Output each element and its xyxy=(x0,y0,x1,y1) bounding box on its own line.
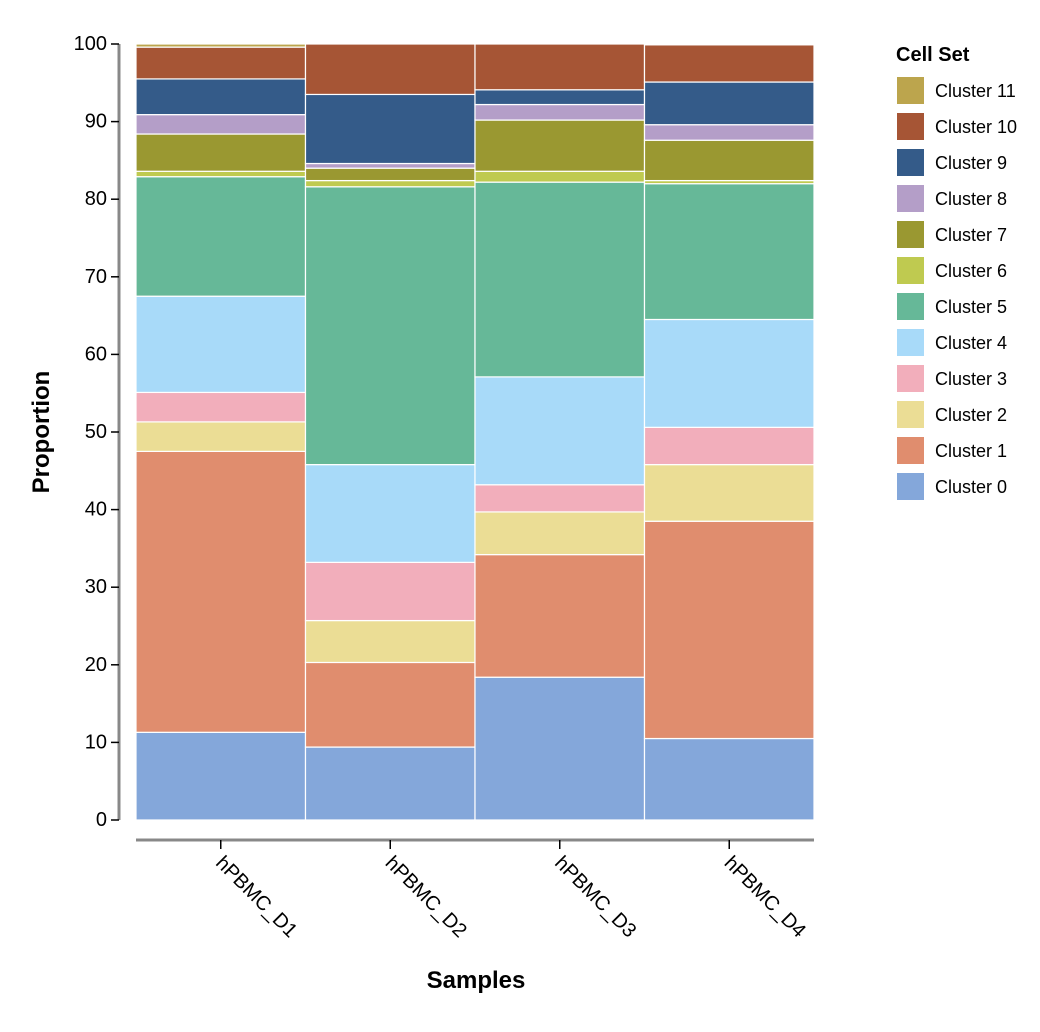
legend-swatch xyxy=(897,257,924,284)
bar-segment-hPBMC_D1-cluster-2 xyxy=(135,421,307,452)
legend-title: Cell Set xyxy=(896,44,970,66)
bar-segment-hPBMC_D1-cluster-6 xyxy=(135,170,307,178)
y-tick-label: 50 xyxy=(85,421,107,443)
bar-segment-hPBMC_D3-cluster-9 xyxy=(474,89,646,106)
bar-segment-hPBMC_D1-cluster-8 xyxy=(135,114,307,135)
y-tick-label: 0 xyxy=(96,809,107,831)
bar-segment-hPBMC_D2-cluster-2 xyxy=(304,619,476,664)
bar-segment-hPBMC_D2-cluster-4 xyxy=(304,463,476,563)
legend-label: Cluster 1 xyxy=(935,441,1007,461)
bar-segment-hPBMC_D4-cluster-11 xyxy=(643,43,815,46)
bar-segment-hPBMC_D4-cluster-9 xyxy=(643,81,815,126)
bar-segment-hPBMC_D3-cluster-10 xyxy=(474,43,646,91)
legend-label: Cluster 7 xyxy=(935,225,1007,245)
legend-label: Cluster 6 xyxy=(935,261,1007,281)
bar-segment-hPBMC_D1-cluster-10 xyxy=(135,46,307,80)
bar-segment-hPBMC_D3-cluster-8 xyxy=(474,103,646,121)
bar-segment-hPBMC_D2-cluster-1 xyxy=(304,661,476,748)
bar-segment-hPBMC_D2-cluster-7 xyxy=(304,167,476,182)
bar-segment-hPBMC_D1-cluster-1 xyxy=(135,450,307,733)
bar-segment-hPBMC_D4-cluster-3 xyxy=(643,426,815,466)
bar-segment-hPBMC_D2-cluster-5 xyxy=(304,186,476,466)
legend: Cell Set Cluster 11 Cluster 10 Cluster 9 Cl… xyxy=(896,44,1017,500)
bar-segment-hPBMC_D4-cluster-10 xyxy=(643,44,815,83)
bar-segment-hPBMC_D3-cluster-3 xyxy=(474,484,646,513)
bar-segment-hPBMC_D2-cluster-6 xyxy=(304,179,476,188)
x-tick-label: hPBMC_D1 xyxy=(211,852,301,942)
bar-segment-hPBMC_D4-cluster-2 xyxy=(643,463,815,522)
bar-segment-hPBMC_D4-cluster-7 xyxy=(643,139,815,182)
legend-swatch xyxy=(897,365,924,392)
y-axis: 0 10 20 30 40 50 60 70 80 90 100 xyxy=(74,33,121,831)
legend-swatch xyxy=(897,437,924,464)
bar-segment-hPBMC_D1-cluster-11 xyxy=(135,43,307,48)
bar-segment-hPBMC_D3-cluster-2 xyxy=(474,511,646,556)
y-tick-label: 80 xyxy=(85,188,107,210)
legend-label: Cluster 3 xyxy=(935,369,1007,389)
bar-segment-hPBMC_D4-cluster-0 xyxy=(643,737,815,821)
x-axis: hPBMC_D1 hPBMC_D2 hPBMC_D3 hPBMC_D4 xyxy=(136,838,814,942)
legend-label: Cluster 2 xyxy=(935,405,1007,425)
bar-segment-hPBMC_D1-cluster-5 xyxy=(135,176,307,297)
legend-swatch xyxy=(897,293,924,320)
bar-segment-hPBMC_D1-cluster-4 xyxy=(135,295,307,394)
y-tick-label: 90 xyxy=(85,111,107,133)
bar-segment-hPBMC_D1-cluster-9 xyxy=(135,78,307,116)
x-tick-label: hPBMC_D3 xyxy=(550,852,640,942)
legend-label: Cluster 8 xyxy=(935,189,1007,209)
x-tick-label: hPBMC_D2 xyxy=(381,852,471,942)
bar-segment-hPBMC_D1-cluster-7 xyxy=(135,133,307,172)
bar-segment-hPBMC_D3-cluster-1 xyxy=(474,554,646,678)
legend-label: Cluster 5 xyxy=(935,297,1007,317)
bar-segment-hPBMC_D2-cluster-3 xyxy=(304,561,476,622)
y-tick-label: 70 xyxy=(85,266,107,288)
legend-swatch xyxy=(897,329,924,356)
bar-segment-hPBMC_D2-cluster-9 xyxy=(304,93,476,165)
legend-swatch xyxy=(897,77,924,104)
bar-segment-hPBMC_D4-cluster-1 xyxy=(643,520,815,740)
bar-segment-hPBMC_D3-cluster-7 xyxy=(474,119,646,172)
legend-label: Cluster 11 xyxy=(935,81,1016,101)
legend-swatch xyxy=(897,113,924,140)
legend-swatch xyxy=(897,473,924,500)
legend-label: Cluster 9 xyxy=(935,153,1007,173)
bar-segment-hPBMC_D3-cluster-5 xyxy=(474,181,646,378)
y-tick-label: 10 xyxy=(85,731,107,753)
legend-swatch xyxy=(897,149,924,176)
legend-label: Cluster 10 xyxy=(935,117,1017,137)
bar-segment-hPBMC_D4-cluster-8 xyxy=(643,124,815,141)
bar-segment-hPBMC_D2-cluster-0 xyxy=(304,746,476,821)
legend-swatch xyxy=(897,185,924,212)
bar-segment-hPBMC_D2-cluster-10 xyxy=(304,43,476,96)
legend-swatch xyxy=(897,221,924,248)
bar-segment-hPBMC_D2-cluster-8 xyxy=(304,162,476,169)
y-tick-label: 60 xyxy=(85,343,107,365)
bar-segment-hPBMC_D1-cluster-0 xyxy=(135,731,307,821)
bar-segment-hPBMC_D4-cluster-4 xyxy=(643,318,815,428)
y-tick-label: 20 xyxy=(85,654,107,676)
y-tick-label: 40 xyxy=(85,499,107,521)
x-axis-title: Samples xyxy=(427,967,526,994)
legend-swatch xyxy=(897,401,924,428)
bar-segment-hPBMC_D3-cluster-0 xyxy=(474,676,646,821)
bar-segment-hPBMC_D3-cluster-4 xyxy=(474,376,646,486)
bars-layer xyxy=(135,43,815,821)
bar-segment-hPBMC_D3-cluster-6 xyxy=(474,170,646,183)
x-tick-label: hPBMC_D4 xyxy=(720,852,810,942)
y-tick-label: 100 xyxy=(74,33,107,55)
y-axis-title: Proportion xyxy=(28,371,55,494)
bar-segment-hPBMC_D4-cluster-5 xyxy=(643,183,815,321)
bar-segment-hPBMC_D1-cluster-3 xyxy=(135,391,307,423)
y-tick-label: 30 xyxy=(85,576,107,598)
legend-label: Cluster 4 xyxy=(935,333,1007,353)
legend-label: Cluster 0 xyxy=(935,477,1007,497)
